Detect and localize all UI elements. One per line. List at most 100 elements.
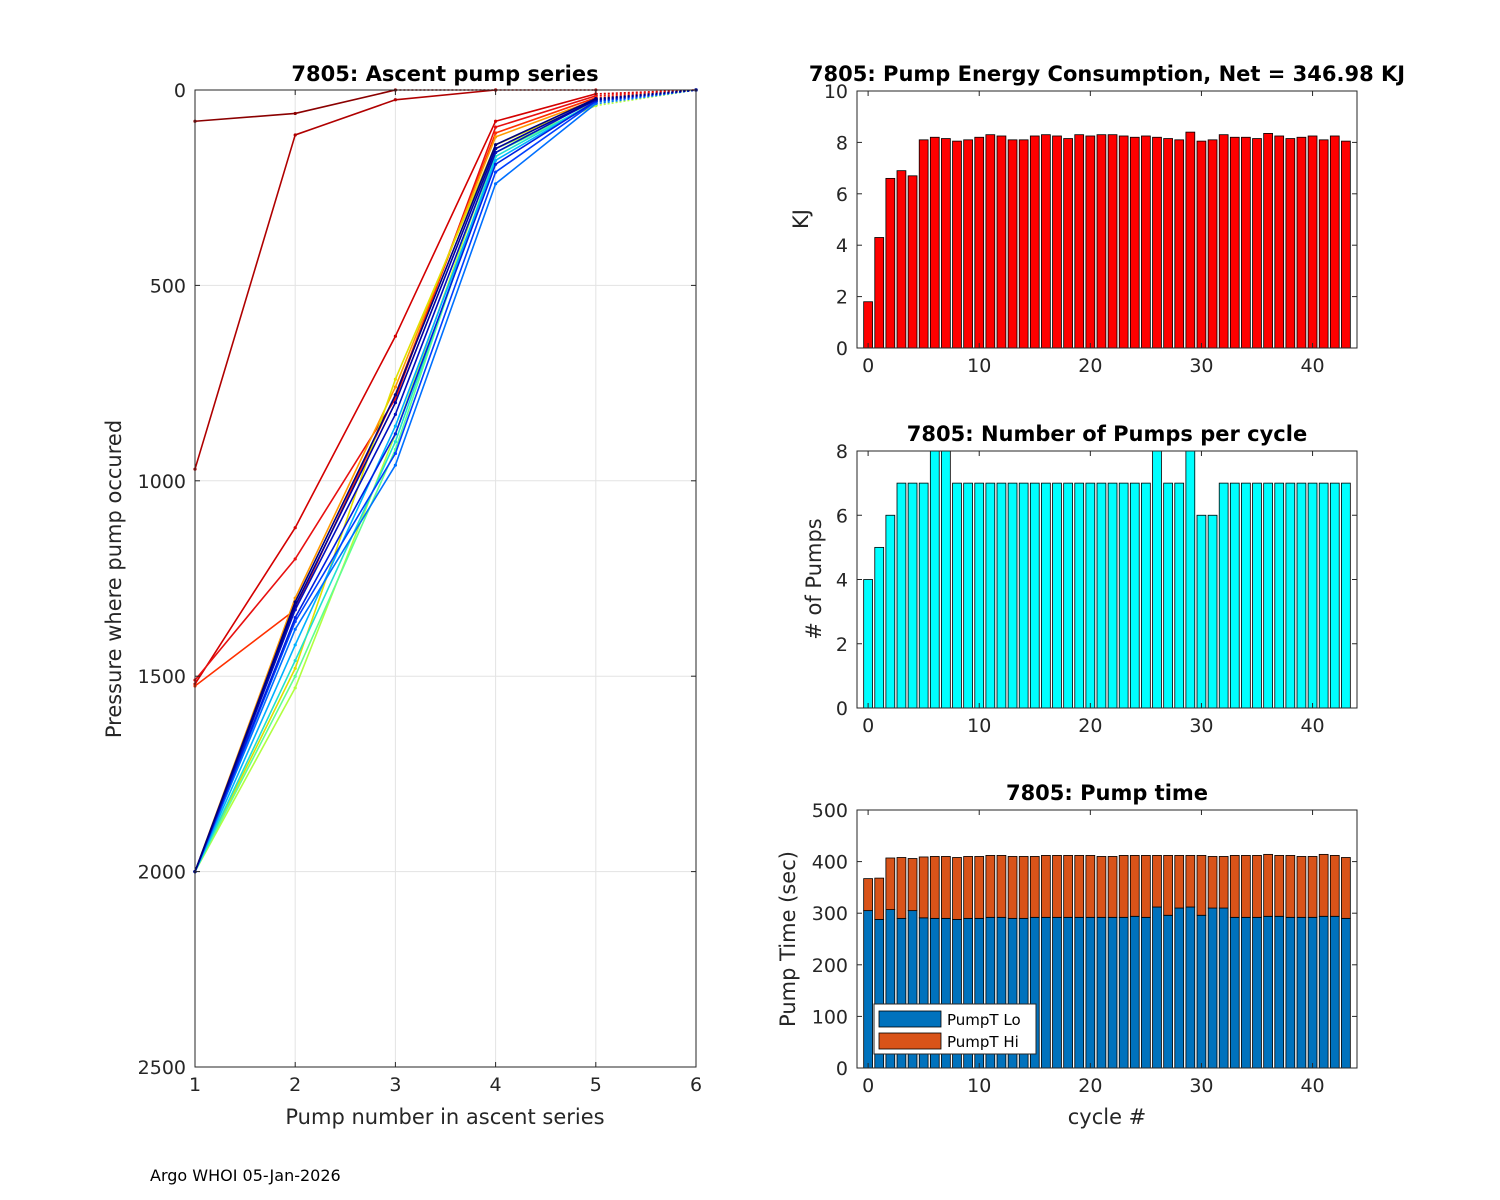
energy-bar (1152, 136, 1162, 349)
energy-bar (1229, 136, 1240, 349)
pumps-xtick-label: 0 (862, 715, 874, 737)
ascent-point (494, 135, 498, 139)
pumptime-bar-lo (1041, 916, 1051, 1069)
energy-ytick-label: 0 (836, 338, 848, 360)
energy-title: 7805: Pump Energy Consumption, Net = 346… (809, 62, 1405, 86)
pumptime-bar-lo (1318, 915, 1329, 1069)
pumptime-bar-hi (1052, 855, 1062, 918)
pumptime-title: 7805: Pump time (1006, 781, 1208, 805)
pumptime-bar-hi (1285, 855, 1296, 918)
energy-bar (1107, 134, 1118, 349)
ascent-point (293, 133, 297, 137)
energy-ylabel: KJ (789, 209, 813, 229)
pumps-bar (1229, 482, 1240, 709)
ascent-point (393, 463, 397, 467)
ascent-point (293, 627, 297, 631)
pumptime-bars (863, 853, 1351, 1069)
pumptime-bar-lo (1296, 916, 1307, 1069)
energy-bars (863, 131, 1351, 349)
pumps-ytick-label: 2 (836, 634, 848, 656)
energy-bar (1085, 135, 1096, 349)
ascent-point (293, 557, 297, 561)
ascent-point (293, 526, 297, 530)
pumptime-bar-lo (1341, 917, 1351, 1069)
pumps-bar (1329, 482, 1340, 709)
energy-bar (974, 136, 985, 349)
ascent-xtick-label: 3 (389, 1074, 401, 1096)
pumptime-bar-hi (1163, 855, 1173, 916)
pumptime-bar-lo (1185, 906, 1196, 1069)
ascent-point (494, 119, 498, 123)
ascent-point (293, 615, 297, 620)
energy-ticks: 0 10 20 30 40 0 2 4 6 8 10 (824, 81, 1357, 377)
pumps-xtick-label: 10 (967, 715, 991, 737)
pumps-bar (985, 482, 996, 709)
energy-bar (963, 139, 973, 349)
pumptime-xtick-label: 20 (1078, 1075, 1102, 1097)
legend-swatch-lo (878, 1010, 942, 1028)
energy-xtick-label: 10 (967, 355, 991, 377)
pumptime-bar-hi (1263, 853, 1273, 917)
ascent-ytick-label: 500 (150, 275, 186, 297)
pumps-bar (1152, 450, 1162, 709)
energy-bar (1285, 138, 1296, 349)
energy-bar (907, 175, 918, 349)
pumps-bar (1029, 482, 1040, 709)
energy-bar (1218, 134, 1229, 349)
pumps-bar (896, 482, 907, 709)
energy-bar (1241, 136, 1251, 349)
energy-bar (1185, 131, 1196, 349)
pumps-bar (974, 482, 985, 709)
pumptime-bar-lo (1263, 915, 1273, 1069)
ascent-ytick-label: 2500 (138, 1057, 186, 1079)
pumptime-ytick-label: 100 (812, 1006, 848, 1028)
pumptime-xtick-label: 30 (1189, 1075, 1213, 1097)
pumptime-ytick-label: 500 (812, 800, 848, 822)
ascent-point (293, 674, 297, 678)
ascent-point (293, 686, 297, 690)
energy-bar (1018, 139, 1029, 349)
ascent-xtick-label: 2 (289, 1074, 301, 1096)
energy-ytick-label: 6 (836, 184, 848, 206)
pumps-bar (929, 450, 940, 709)
ascent-point (293, 666, 297, 670)
pumps-ticks: 0 10 20 30 40 0 2 4 6 8 (836, 441, 1357, 737)
pumps-xtick-label: 20 (1078, 715, 1102, 737)
energy-bar (1252, 138, 1262, 349)
pumps-bar (1318, 482, 1329, 709)
pumptime-bar-hi (1096, 856, 1107, 918)
energy-chart: 0 10 20 30 40 0 2 4 6 8 10 7805: Pump Energy Consu… (789, 62, 1405, 377)
energy-ytick-label: 2 (836, 287, 848, 309)
energy-bar (1096, 134, 1107, 349)
pumptime-axes-box (856, 809, 1358, 1069)
pumptime-bar-hi (1129, 855, 1140, 917)
ascent-plot-area (195, 90, 696, 1067)
pumps-bar (1141, 482, 1151, 709)
pumps-bar (1341, 482, 1351, 709)
energy-bar (874, 237, 885, 349)
ascent-point (393, 393, 397, 397)
pumps-bar (941, 450, 951, 709)
pumptime-xtick-label: 10 (967, 1075, 991, 1097)
pumptime-bar-hi (1329, 855, 1340, 917)
ascent-series-dotted-line (595, 89, 697, 102)
energy-bar (985, 134, 996, 349)
energy-ytick-label: 4 (836, 235, 848, 257)
legend-label-hi: PumpT Hi (947, 1033, 1019, 1051)
ascent-ticks: 1 2 3 4 5 6 0 500 1000 1500 2000 2500 (138, 80, 702, 1096)
pumptime-bar-lo (1285, 916, 1296, 1069)
pumptime-bar-lo (1207, 907, 1218, 1069)
pumptime-bar-hi (1118, 855, 1129, 918)
pumptime-bar-hi (1207, 856, 1218, 909)
footer-text: Argo WHOI 05-Jan-2026 (150, 1166, 341, 1185)
energy-bar (1118, 135, 1129, 349)
pumptime-bar-lo (1229, 916, 1240, 1069)
pumps-bar (1174, 482, 1185, 709)
pumptime-ylabel: Pump Time (sec) (776, 851, 800, 1027)
pumps-bar (996, 482, 1007, 709)
pumps-bar (1107, 482, 1118, 709)
pumptime-bar-lo (1052, 916, 1062, 1069)
pumptime-bar-lo (1063, 916, 1073, 1069)
ascent-ylabel: Pressure where pump occured (102, 420, 126, 738)
